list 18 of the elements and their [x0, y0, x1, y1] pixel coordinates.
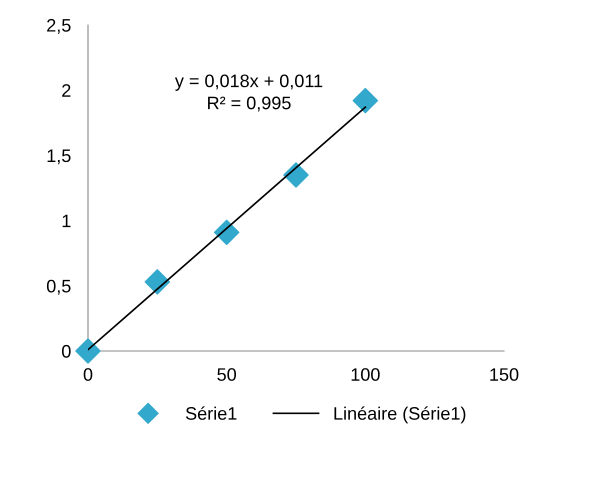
y-tick-label: 1	[62, 214, 70, 228]
point	[75, 338, 101, 364]
x-tick-label: 100	[352, 368, 380, 381]
y-tick-label: 0,5	[46, 280, 71, 295]
y-tick-label: 0	[62, 344, 71, 358]
y-tick-label: 2	[62, 84, 70, 97]
y-tick-label: 2,5	[47, 18, 71, 34]
point	[352, 88, 378, 114]
point	[144, 269, 170, 295]
legend-label: Série1	[186, 406, 236, 420]
x-tick-label: 50	[217, 368, 236, 381]
x-tick-label: 0	[84, 368, 92, 381]
x-tick-label: 150	[490, 368, 518, 381]
point	[283, 162, 309, 188]
legend-label: Linéaire (Série1)	[334, 406, 466, 424]
point	[214, 220, 240, 246]
y-tick-label: 1,5	[48, 150, 71, 164]
annotation: y = 0,018x + 0,011 R² = 0,995	[174, 74, 322, 112]
